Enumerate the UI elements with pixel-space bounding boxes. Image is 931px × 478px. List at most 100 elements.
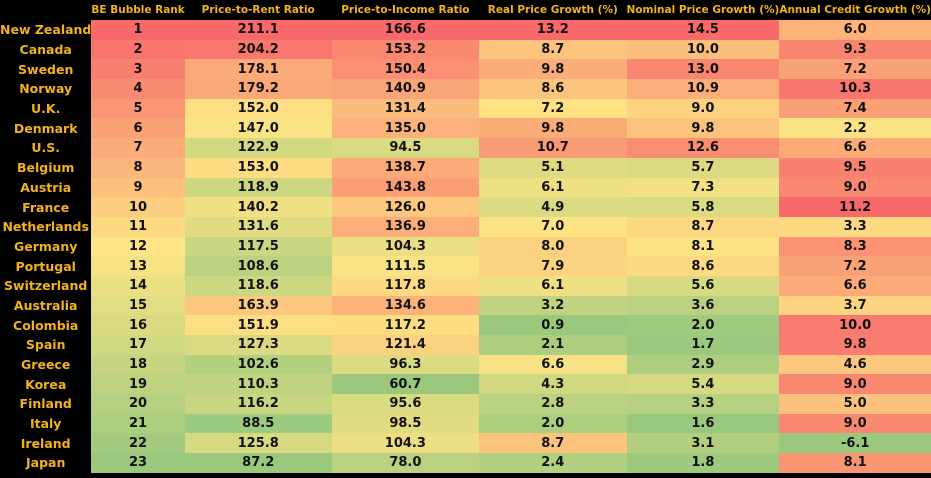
real-price-growth-cell: 13.2 — [479, 20, 627, 40]
country-label: Japan — [0, 453, 92, 473]
real-price-growth-cell: 2.0 — [479, 413, 627, 434]
country-label: Denmark — [0, 118, 92, 139]
nominal-price-growth-cell: 5.7 — [626, 157, 780, 178]
annual-credit-growth-cell: 9.0 — [779, 177, 931, 198]
price-to-rent-cell: 153.0 — [184, 157, 332, 178]
rank-cell: 14 — [91, 275, 185, 296]
table-row: Canada 2 204.2 153.2 8.7 10.0 9.3 — [0, 39, 931, 60]
price-to-income-cell: 96.3 — [331, 354, 480, 375]
real-price-growth-cell: 7.9 — [479, 256, 627, 276]
price-to-rent-cell: 211.1 — [184, 20, 332, 40]
price-to-income-cell: 104.3 — [331, 236, 480, 257]
price-to-income-cell: 95.6 — [331, 394, 480, 414]
price-to-rent-cell: 125.8 — [184, 433, 332, 454]
country-label: Germany — [0, 236, 92, 257]
header-price-to-rent: Price-to-Rent Ratio — [201, 4, 315, 16]
price-to-rent-cell: 140.2 — [184, 197, 332, 217]
price-to-income-cell: 121.4 — [331, 335, 480, 355]
nominal-price-growth-cell: 1.6 — [626, 413, 780, 434]
table-row: Belgium 8 153.0 138.7 5.1 5.7 9.5 — [0, 157, 931, 178]
table-body: New Zealand 1 211.1 166.6 13.2 14.5 6.0 Canada 2… — [0, 20, 931, 473]
real-price-growth-cell: 7.0 — [479, 216, 627, 237]
rank-cell: 21 — [91, 413, 185, 434]
price-to-income-cell: 150.4 — [331, 59, 480, 80]
price-to-income-cell: 78.0 — [331, 453, 480, 473]
annual-credit-growth-cell: 9.8 — [779, 335, 931, 355]
price-to-income-cell: 140.9 — [331, 79, 480, 99]
real-price-growth-cell: 9.8 — [479, 59, 627, 80]
price-to-rent-cell: 122.9 — [184, 138, 332, 158]
table-row: Finland 20 116.2 95.6 2.8 3.3 5.0 — [0, 394, 931, 414]
table-row: Colombia 16 151.9 117.2 0.9 2.0 10.0 — [0, 315, 931, 335]
country-label: Finland — [0, 394, 92, 414]
rank-cell: 13 — [91, 256, 185, 276]
country-label: Korea — [0, 374, 92, 395]
price-to-income-cell: 138.7 — [331, 157, 480, 178]
header-rank: BE Bubble Rank — [91, 4, 185, 16]
table-row: Italy 21 88.5 98.5 2.0 1.6 9.0 — [0, 413, 931, 434]
rank-cell: 8 — [91, 157, 185, 178]
annual-credit-growth-cell: 10.0 — [779, 315, 931, 335]
real-price-growth-cell: 5.1 — [479, 157, 627, 178]
price-to-rent-cell: 108.6 — [184, 256, 332, 276]
table-row: Portugal 13 108.6 111.5 7.9 8.6 7.2 — [0, 256, 931, 276]
nominal-price-growth-cell: 9.0 — [626, 98, 780, 119]
nominal-price-growth-cell: 8.7 — [626, 216, 780, 237]
price-to-income-cell: 60.7 — [331, 374, 480, 395]
price-to-rent-cell: 163.9 — [184, 295, 332, 316]
annual-credit-growth-cell: 2.2 — [779, 118, 931, 139]
real-price-growth-cell: 8.6 — [479, 79, 627, 99]
annual-credit-growth-cell: 7.2 — [779, 256, 931, 276]
price-to-rent-cell: 152.0 — [184, 98, 332, 119]
price-to-rent-cell: 131.6 — [184, 216, 332, 237]
table-row: Korea 19 110.3 60.7 4.3 5.4 9.0 — [0, 374, 931, 395]
price-to-income-cell: 136.9 — [331, 216, 480, 237]
country-label: Portugal — [0, 256, 92, 276]
price-to-income-cell: 166.6 — [331, 20, 480, 40]
price-to-income-cell: 117.8 — [331, 275, 480, 296]
annual-credit-growth-cell: 7.2 — [779, 59, 931, 80]
real-price-growth-cell: 4.9 — [479, 197, 627, 217]
annual-credit-growth-cell: 9.5 — [779, 157, 931, 178]
real-price-growth-cell: 2.4 — [479, 453, 627, 473]
price-to-income-cell: 134.6 — [331, 295, 480, 316]
real-price-growth-cell: 8.0 — [479, 236, 627, 257]
real-price-growth-cell: 8.7 — [479, 39, 627, 60]
price-to-rent-cell: 151.9 — [184, 315, 332, 335]
rank-cell: 6 — [91, 118, 185, 139]
real-price-growth-cell: 8.7 — [479, 433, 627, 454]
header-country — [0, 0, 91, 20]
nominal-price-growth-cell: 7.3 — [626, 177, 780, 198]
rank-cell: 22 — [91, 433, 185, 454]
price-to-income-cell: 126.0 — [331, 197, 480, 217]
annual-credit-growth-cell: 4.6 — [779, 354, 931, 375]
price-to-rent-cell: 127.3 — [184, 335, 332, 355]
real-price-growth-cell: 6.1 — [479, 275, 627, 296]
header-row: BE Bubble Rank Price-to-Rent Ratio Price… — [0, 0, 931, 20]
price-to-income-cell: 98.5 — [331, 413, 480, 434]
country-label: Austria — [0, 177, 92, 198]
annual-credit-growth-cell: 9.0 — [779, 413, 931, 434]
rank-cell: 19 — [91, 374, 185, 395]
country-label: Colombia — [0, 315, 92, 335]
real-price-growth-cell: 0.9 — [479, 315, 627, 335]
nominal-price-growth-cell: 5.6 — [626, 275, 780, 296]
table-row: Denmark 6 147.0 135.0 9.8 9.8 2.2 — [0, 118, 931, 139]
country-label: Canada — [0, 39, 92, 60]
country-label: New Zealand — [0, 20, 92, 40]
price-to-rent-cell: 179.2 — [184, 79, 332, 99]
header-annual-credit-growth: Annual Credit Growth (%) — [779, 4, 931, 16]
annual-credit-growth-cell: 8.3 — [779, 236, 931, 257]
table-row: France 10 140.2 126.0 4.9 5.8 11.2 — [0, 197, 931, 217]
country-label: Italy — [0, 413, 92, 434]
rank-cell: 23 — [91, 453, 185, 473]
real-price-growth-cell: 6.1 — [479, 177, 627, 198]
nominal-price-growth-cell: 10.0 — [626, 39, 780, 60]
rank-cell: 5 — [91, 98, 185, 119]
nominal-price-growth-cell: 2.9 — [626, 354, 780, 375]
annual-credit-growth-cell: 9.0 — [779, 374, 931, 395]
annual-credit-growth-cell: 6.6 — [779, 138, 931, 158]
annual-credit-growth-cell: 7.4 — [779, 98, 931, 119]
